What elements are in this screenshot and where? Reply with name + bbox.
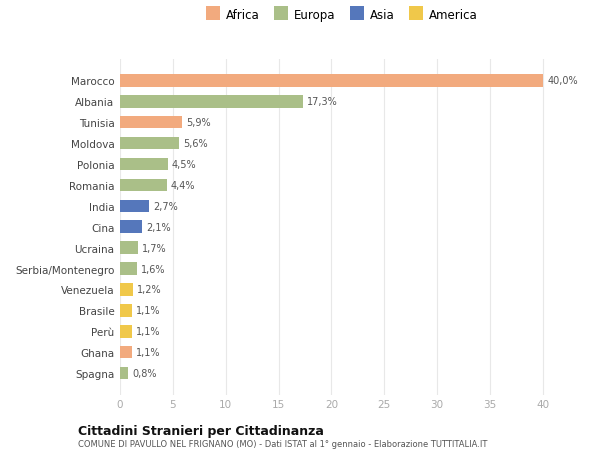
Text: 1,1%: 1,1% (136, 306, 160, 316)
Text: 1,2%: 1,2% (137, 285, 161, 295)
Text: 1,1%: 1,1% (136, 326, 160, 336)
Text: 1,7%: 1,7% (142, 243, 167, 253)
Bar (120, 304, 131, 317)
Text: 40,0%: 40,0% (547, 76, 578, 86)
Bar (120, 158, 167, 171)
Legend: Africa, Europa, Asia, America: Africa, Europa, Asia, America (203, 5, 481, 25)
Text: 5,9%: 5,9% (187, 118, 211, 128)
Text: 17,3%: 17,3% (307, 97, 338, 107)
Text: 1,6%: 1,6% (141, 264, 166, 274)
Text: Cittadini Stranieri per Cittadinanza: Cittadini Stranieri per Cittadinanza (78, 424, 324, 437)
Bar (120, 221, 142, 234)
Text: 4,5%: 4,5% (172, 160, 196, 170)
Bar (120, 96, 303, 108)
Bar (120, 75, 543, 87)
Text: 4,4%: 4,4% (171, 180, 195, 190)
Bar (120, 263, 137, 275)
Text: COMUNE DI PAVULLO NEL FRIGNANO (MO) - Dati ISTAT al 1° gennaio - Elaborazione TU: COMUNE DI PAVULLO NEL FRIGNANO (MO) - Da… (78, 439, 487, 448)
Bar (120, 117, 182, 129)
Bar (120, 325, 131, 338)
Bar (120, 242, 138, 254)
Bar (120, 346, 131, 358)
Bar (120, 200, 149, 213)
Bar (120, 284, 133, 296)
Text: 1,1%: 1,1% (136, 347, 160, 358)
Bar (120, 367, 128, 380)
Bar (120, 138, 179, 150)
Text: 5,6%: 5,6% (184, 139, 208, 149)
Text: 2,1%: 2,1% (146, 222, 171, 232)
Bar (120, 179, 167, 192)
Text: 2,7%: 2,7% (153, 202, 178, 211)
Text: 0,8%: 0,8% (133, 368, 157, 378)
